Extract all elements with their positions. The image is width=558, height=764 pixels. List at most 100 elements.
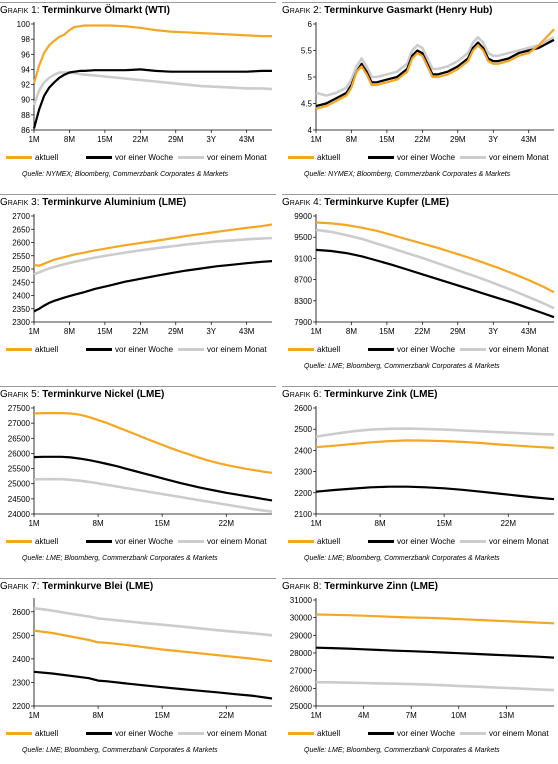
series-line-vor-einer-woche [315,485,555,501]
series-line-vor-einem-monat [315,35,555,97]
x-tick-label: 3Y [488,327,498,336]
y-tick-label: 2300 [12,318,30,327]
x-tick-label: 15M [97,327,113,336]
x-tick-label: 1M [310,519,321,528]
legend-item: aktuell [6,345,58,354]
x-tick-label: 43M [239,135,255,144]
legend-label: vor einer Woche [397,153,456,162]
series-line-vor-einer-woche [33,455,273,502]
series-line-aktuell [33,412,273,474]
x-tick-label: 22M [133,327,149,336]
chart-title-prefix: Grafik 6: [282,389,322,400]
x-tick-label: 22M [500,519,516,528]
x-tick-label: 8M [64,135,75,144]
legend-swatch [368,540,394,543]
legend-label: vor einer Woche [397,537,456,546]
legend-swatch [368,732,394,735]
y-tick-label: 2100 [294,510,312,519]
line-chart: 24000 24500 25000 25500 26000 26500 27000 27500… [8,404,273,528]
source-note: Quelle: LME; Bloomberg, Commerzbank Corp… [304,363,500,370]
x-tick-label: 4M [358,711,369,720]
legend-label: aktuell [35,537,59,546]
y-tick-label: 94 [21,65,30,74]
y-tick-label: 5.5 [301,47,313,56]
x-tick-label: 29M [168,135,184,144]
legend-swatch [460,156,486,159]
chart-title: Grafik 7: Terminkurve Blei (LME) [0,581,153,592]
legend-label: vor einem Monat [489,729,549,738]
series-line-vor-einer-woche [33,260,273,313]
chart-title-text: Terminkurve Gasmarkt (Henry Hub) [321,5,493,16]
chart-title-prefix: Grafik 7: [0,581,40,592]
chart-title-prefix: Grafik 2: [282,5,322,16]
y-tick-label: 5 [308,73,313,82]
legend-label: vor einem Monat [489,153,549,162]
legend-swatch [368,348,394,351]
y-tick-label: 8300 [294,297,312,306]
line-chart: 2200 2300 2400 2500 2600 1M 8M 15M 22M [12,598,273,720]
panel-divider [0,578,276,579]
legend-label: aktuell [317,345,341,354]
line-chart: 2300 2350 2400 2450 2500 2550 2600 2650 2700 1M 8M… [12,212,273,336]
chart-title: Grafik 5: Terminkurve Nickel (LME) [0,389,164,400]
chart-panel-7: Grafik 7: Terminkurve Blei (LME) 2200 2300… [0,578,276,764]
legend-swatch [6,156,32,159]
y-tick-label: 2300 [294,468,312,477]
chart-title-text: Terminkurve Ölmarkt (WTI) [39,5,170,16]
y-tick-label: 9900 [294,212,312,221]
series-line-vor-einer-woche [315,38,555,108]
y-tick-label: 2400 [12,655,30,664]
chart-title-prefix: Grafik 8: [282,581,322,592]
legend-item: vor einer Woche [86,729,173,738]
y-tick-label: 4 [308,126,313,135]
y-tick-label: 100 [17,20,31,29]
series-line-vor-einem-monat [33,477,273,513]
legend-item: aktuell [288,345,340,354]
y-tick-label: 2500 [12,631,30,640]
x-tick-label: 13M [499,711,515,720]
y-tick-label: 2450 [12,278,30,287]
source-note: Quelle: LME; Bloomberg, Commerzbank Corp… [304,555,500,562]
line-chart: 4 4.5 5 5.5 6 1M 8M 15M 22M 29M 3Y 43M [301,20,555,144]
x-tick-label: 7M [406,711,417,720]
x-tick-label: 29M [450,135,466,144]
legend-item: vor einem Monat [178,537,267,546]
x-tick-label: 1M [28,711,39,720]
y-tick-label: 2350 [12,305,30,314]
legend-item: vor einer Woche [368,153,455,162]
chart-panel-5: Grafik 5: Terminkurve Nickel (LME) 24000 2… [0,386,276,572]
y-tick-label: 88 [21,111,30,120]
x-tick-label: 43M [521,135,537,144]
legend-swatch [288,732,314,735]
legend-swatch [460,732,486,735]
y-tick-label: 2550 [12,252,30,261]
y-tick-label: 2400 [12,292,30,301]
legend-label: aktuell [317,537,341,546]
source-note: Quelle: LME; Bloomberg, Commerzbank Corp… [22,747,218,754]
panel-divider [282,194,558,195]
y-tick-label: 2400 [294,446,312,455]
y-tick-label: 29000 [290,631,313,640]
x-tick-label: 15M [379,135,395,144]
legend-item: vor einer Woche [368,537,455,546]
y-tick-label: 2200 [294,489,312,498]
chart-title-prefix: Grafik 4: [282,197,322,208]
x-tick-label: 15M [97,135,113,144]
y-tick-label: 27500 [8,404,31,413]
x-tick-label: 8M [64,327,75,336]
series-line-vor-einem-monat [33,606,273,637]
chart-legend: aktuell vor einer Woche vor einem Monat [0,345,276,355]
legend-item: vor einem Monat [460,345,549,354]
y-tick-label: 24500 [8,495,31,504]
x-tick-label: 1M [310,135,321,144]
legend-swatch [288,348,314,351]
chart-title-prefix: Grafik 3: [0,197,40,208]
chart-legend: aktuell vor einer Woche vor einem Monat [0,153,276,163]
y-tick-label: 2600 [294,404,312,413]
x-tick-label: 8M [93,711,104,720]
x-tick-label: 29M [168,327,184,336]
legend-label: vor einem Monat [489,345,549,354]
x-tick-label: 1M [310,327,321,336]
legend-label: vor einer Woche [115,153,174,162]
legend-swatch [6,732,32,735]
